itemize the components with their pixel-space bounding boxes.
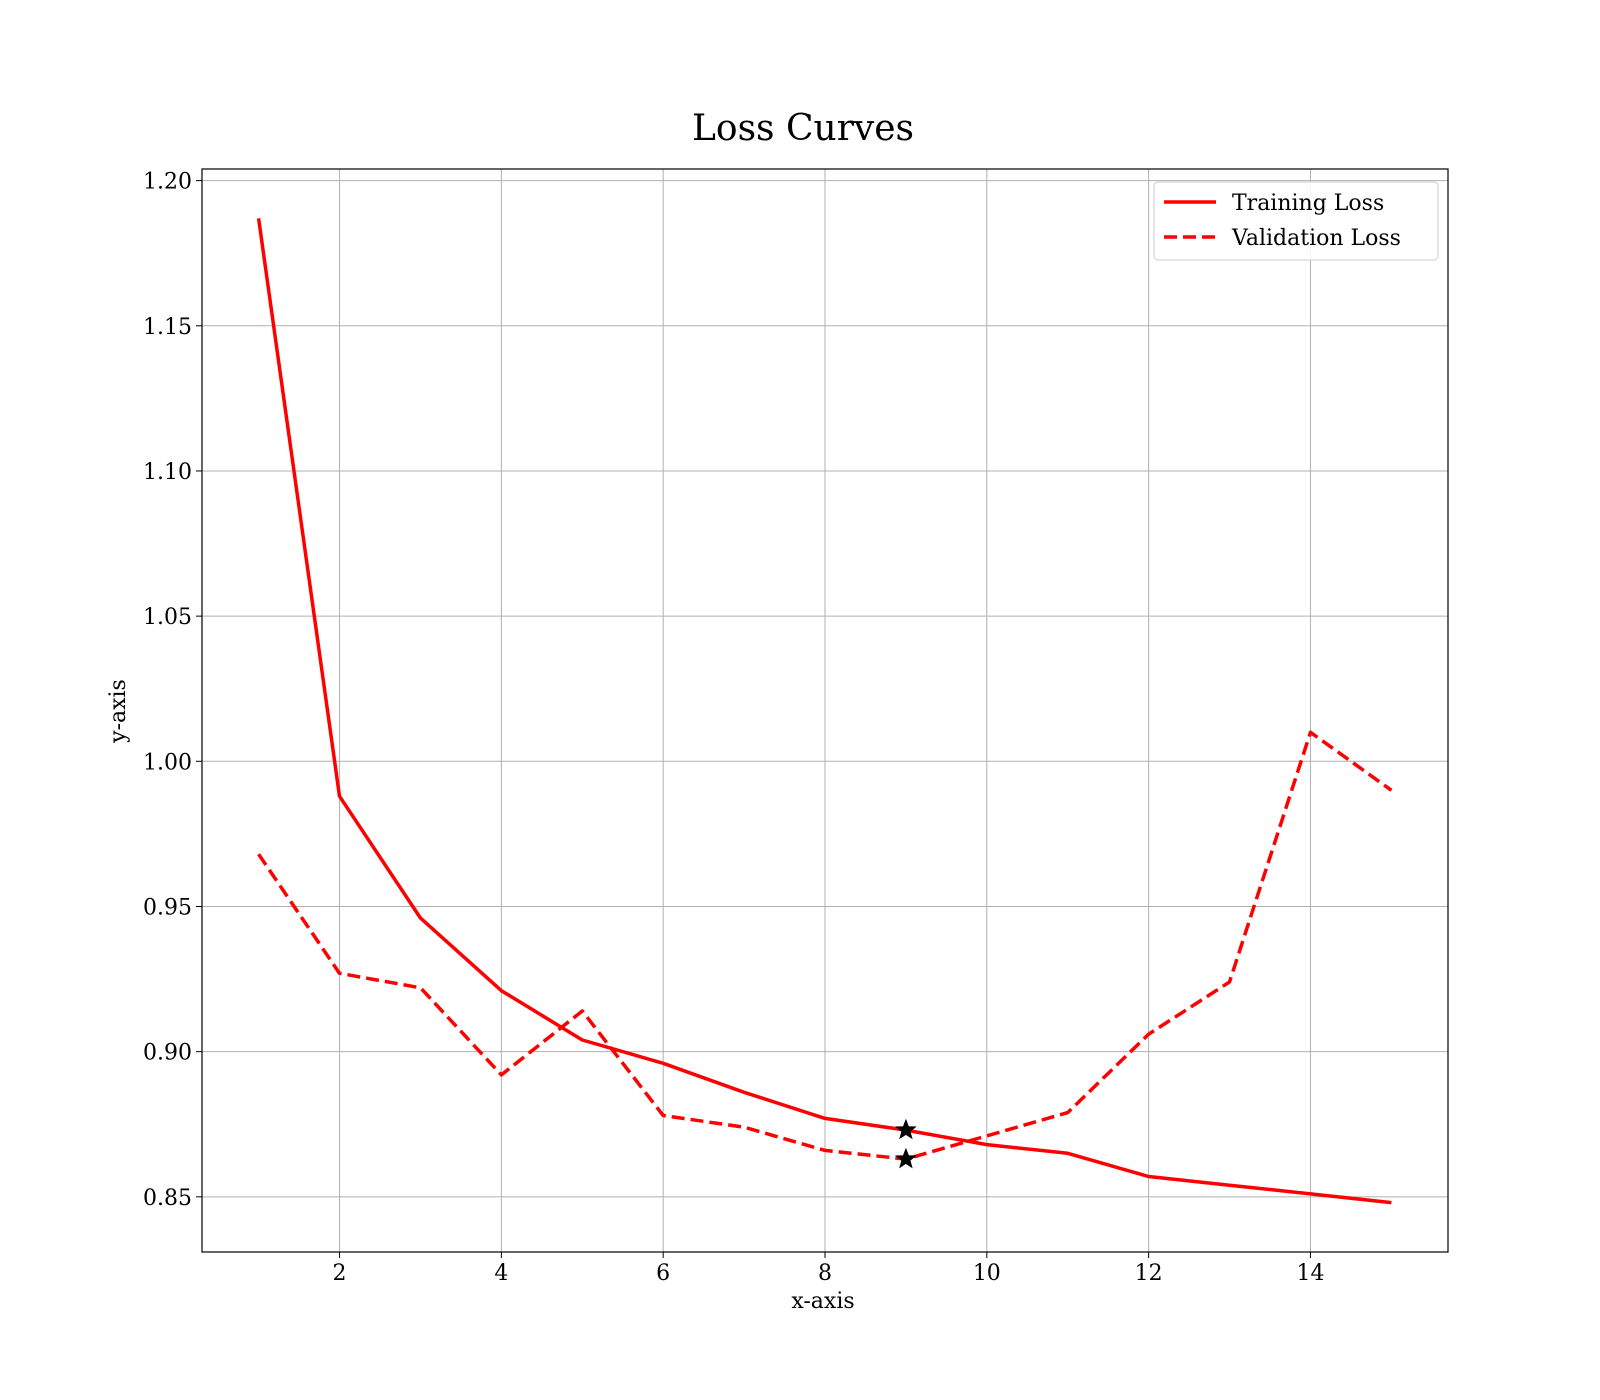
x-tick-label: 8 (818, 1261, 832, 1286)
y-tick-label: 0.95 (143, 895, 192, 920)
markers-group (895, 1118, 917, 1169)
series-line-training-loss (256, 218, 1392, 1205)
y-tick-label: 1.05 (143, 605, 192, 630)
y-axis-label: y-axis (106, 679, 131, 744)
y-tick-label: 0.85 (143, 1186, 192, 1211)
legend-label: Training Loss (1232, 191, 1384, 216)
x-tick-label: 4 (494, 1261, 508, 1286)
star-marker-validation-loss (895, 1147, 917, 1169)
x-tick-label: 6 (656, 1261, 670, 1286)
series-group (256, 218, 1393, 1205)
x-tick-label: 12 (1135, 1261, 1163, 1286)
x-tick-label: 2 (333, 1261, 347, 1286)
y-axis-ticks: 0.85 0.90 0.95 1.00 1.05 1.10 1.15 1.20 (143, 170, 202, 1211)
series-line-validation-loss (257, 730, 1393, 1161)
star-marker-training-loss (895, 1118, 917, 1140)
grid-lines (202, 169, 1448, 1252)
y-tick-label: 0.90 (143, 1041, 192, 1066)
legend-box (1153, 181, 1439, 261)
y-tick-label: 1.00 (143, 750, 192, 775)
x-axis-label: x-axis (791, 1289, 854, 1314)
legend: Training Loss Validation Loss (1153, 181, 1439, 261)
x-tick-label: 10 (973, 1261, 1001, 1286)
x-axis-ticks: 2 4 6 8 10 12 14 (333, 1252, 1324, 1286)
y-tick-label: 1.10 (143, 460, 192, 485)
y-tick-label: 1.20 (143, 170, 192, 195)
chart-title: Loss Curves (692, 108, 914, 149)
legend-label: Validation Loss (1231, 226, 1401, 251)
y-tick-label: 1.15 (143, 315, 192, 340)
x-tick-label: 14 (1296, 1261, 1324, 1286)
